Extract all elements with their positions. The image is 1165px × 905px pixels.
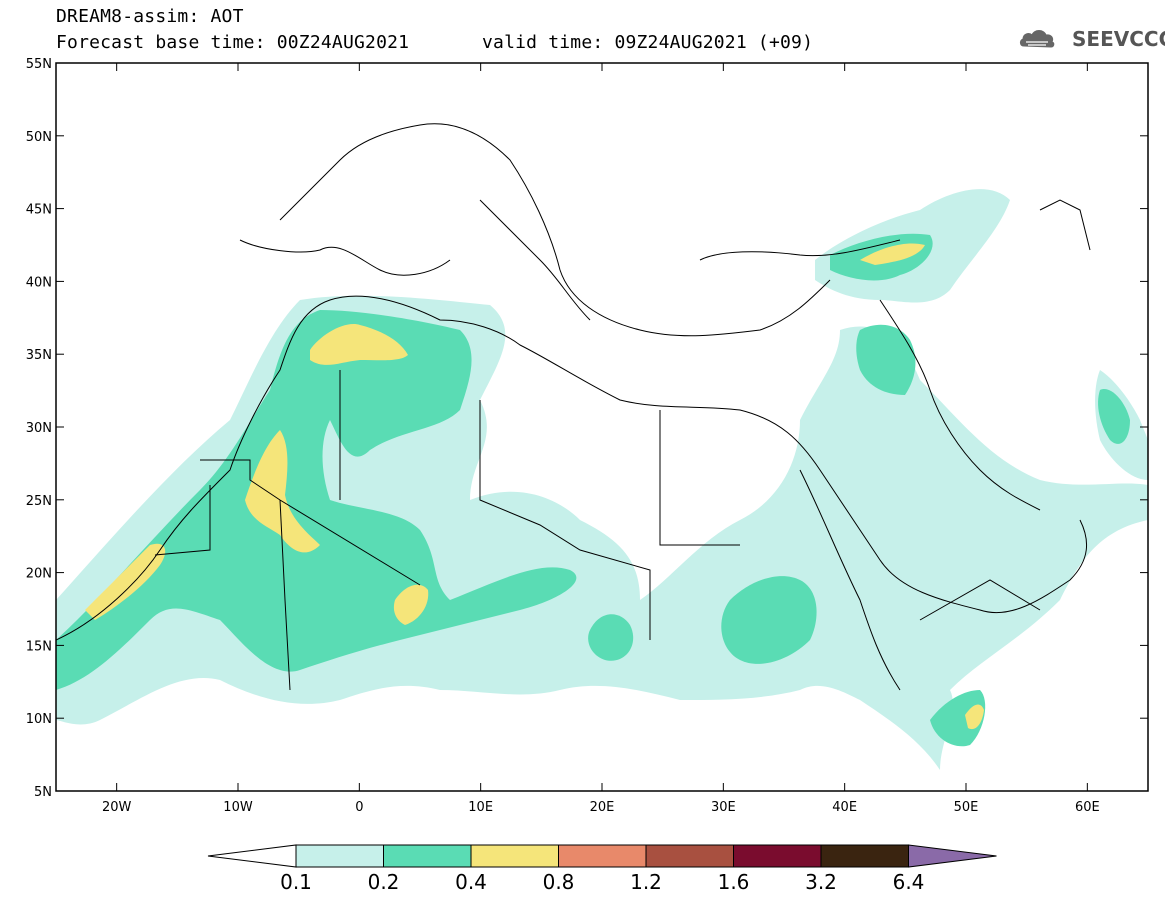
lon-tick-label: 10W <box>223 800 253 815</box>
lon-tick-label: 60E <box>1075 800 1100 815</box>
colorbar-label: 1.2 <box>630 870 662 894</box>
lat-tick-label: 10N <box>26 712 52 727</box>
lat-tick-label: 35N <box>26 348 52 363</box>
lon-tick-label: 10E <box>468 800 493 815</box>
colorbar-segment <box>295 844 384 868</box>
lat-tick-label: 20N <box>26 567 52 582</box>
valid-time: valid time: 09Z24AUG2021 (+09) <box>482 32 814 53</box>
lat-tick-label: 25N <box>26 494 52 509</box>
lon-tick-label: 20W <box>102 800 132 815</box>
colorbar-upper-arrow <box>908 844 997 868</box>
logo-text: SEEVCCC <box>1072 27 1165 51</box>
cloud-logo-icon <box>1020 30 1055 48</box>
colorbar-label: 0.8 <box>543 870 575 894</box>
colorbar-label: 0.4 <box>455 870 487 894</box>
colorbar-lower-arrow <box>207 844 297 868</box>
lat-tick-label: 5N <box>34 785 52 800</box>
colorbar-segment <box>470 844 559 868</box>
colorbar-segment <box>383 844 472 868</box>
aot-level-0.2 <box>56 233 1130 747</box>
axis-ticks: 55N 50N 45N 40N 35N 30N 25N 20N 15N 10N 5N 20W 10W 0 1… <box>26 57 1148 815</box>
colorbar-label: 0.2 <box>368 870 400 894</box>
colorbar-label: 6.4 <box>893 870 925 894</box>
lon-tick-label: 30E <box>711 800 736 815</box>
lat-tick-label: 55N <box>26 57 52 72</box>
lat-tick-label: 50N <box>26 130 52 145</box>
lat-tick-label: 45N <box>26 203 52 218</box>
lon-tick-label: 20E <box>590 800 615 815</box>
lon-tick-label: 40E <box>832 800 857 815</box>
colorbar-segment <box>820 844 909 868</box>
lon-tick-label: 50E <box>954 800 979 815</box>
lat-tick-label: 15N <box>26 639 52 654</box>
forecast-base-time: Forecast base time: 00Z24AUG2021 <box>56 32 410 53</box>
coastlines-borders <box>56 123 1091 691</box>
colorbar-label: 1.6 <box>718 870 750 894</box>
lat-tick-label: 30N <box>26 421 52 436</box>
colorbar-segment <box>558 844 647 868</box>
aot-field <box>56 189 1148 770</box>
lon-tick-label: 0 <box>355 800 363 815</box>
aot-level-0.4 <box>85 243 984 730</box>
colorbar-segment <box>645 844 734 868</box>
lat-tick-label: 40N <box>26 275 52 290</box>
colorbar-label: 3.2 <box>805 870 837 894</box>
colorbar-segment <box>733 844 822 868</box>
map-title: DREAM8-assim: AOT <box>56 6 244 27</box>
colorbar-label: 0.1 <box>280 870 312 894</box>
colorbar: 0.1 0.2 0.4 0.8 1.2 1.6 3.2 6.4 <box>207 844 997 894</box>
